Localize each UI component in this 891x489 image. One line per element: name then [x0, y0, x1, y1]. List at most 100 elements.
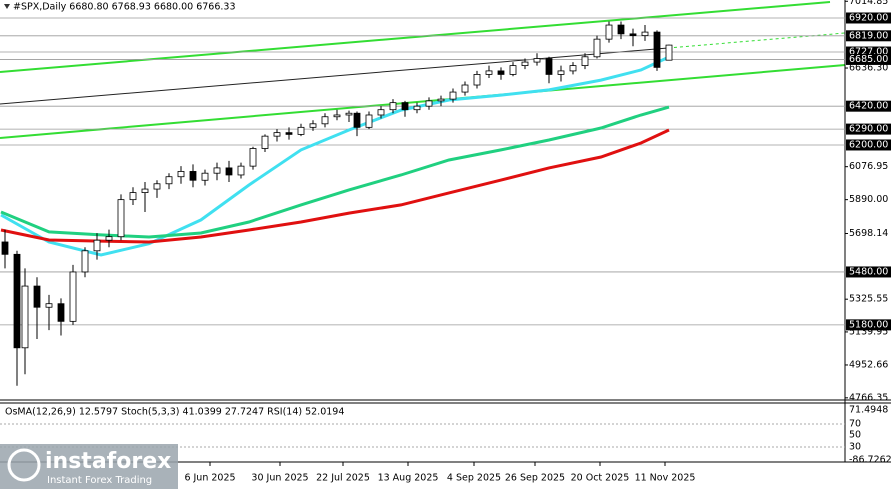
x-tick-label: 11 Nov 2025 — [635, 473, 696, 484]
y-tick-label: 5325.55 — [849, 294, 888, 305]
indicator-axis-label: 50 — [849, 430, 861, 441]
candle-body — [33, 285, 41, 308]
level-label: 6200.00 — [849, 139, 888, 150]
level-box — [846, 53, 891, 65]
candle-body — [401, 102, 409, 111]
candle-body — [237, 165, 245, 176]
level-label: 6685.00 — [849, 54, 888, 65]
candle-body — [297, 126, 305, 135]
candle-body — [273, 132, 281, 137]
x-tick-label: 20 Oct 2025 — [571, 473, 630, 484]
level-box — [846, 12, 891, 24]
level-box — [846, 30, 891, 42]
trendline — [0, 47, 669, 105]
candle-body — [177, 171, 185, 178]
candle-body — [353, 112, 361, 128]
candle-body — [569, 65, 577, 72]
candle-body — [153, 183, 161, 190]
indicator-axis-label: 71.4948 — [849, 405, 888, 416]
level-box — [846, 319, 891, 331]
candle-body — [45, 303, 53, 308]
candle-body — [189, 171, 197, 181]
candle-body — [285, 132, 293, 135]
trendlines — [0, 1, 846, 139]
candle-body — [461, 84, 469, 93]
candle-body — [105, 236, 113, 241]
moving-average — [0, 128, 670, 244]
candle-body — [473, 74, 481, 86]
candle-body — [1, 241, 9, 255]
candle-body — [81, 250, 89, 273]
indicator-axis-label: 70 — [849, 419, 861, 430]
x-tick-label: 30 Jun 2025 — [251, 473, 308, 484]
watermark-tagline: Instant Forex Trading — [47, 475, 152, 486]
watermark: instaforex Instant Forex Trading — [0, 444, 178, 489]
watermark-brand: instaforex — [45, 449, 171, 474]
candle-body — [333, 114, 341, 118]
candle-body — [617, 24, 625, 35]
y-tick-label: 5698.14 — [849, 228, 888, 239]
level-label: 5180.00 — [849, 319, 888, 330]
candle-body — [593, 38, 601, 58]
level-label: 6727.00 — [849, 47, 888, 58]
y-tick-label: 6076.95 — [849, 161, 888, 172]
level-label: 6420.00 — [849, 101, 888, 112]
candle-body — [141, 188, 149, 193]
moving-average — [0, 55, 670, 257]
y-tick-label: 4952.66 — [849, 359, 888, 370]
candle-body — [497, 70, 505, 75]
y-tick-label: 6636.30 — [849, 63, 888, 74]
candle-body — [665, 44, 673, 61]
candle-body — [13, 253, 21, 349]
y-tick-label: 5139.95 — [849, 326, 888, 337]
x-tick-label: 6 Jun 2025 — [184, 473, 235, 484]
candle-body — [533, 58, 541, 63]
candle-body — [57, 303, 65, 322]
y-tick-label: 7014.85 — [849, 0, 888, 7]
indicator-legend: OsMA(12,26,9) 12.5797 Stoch(5,3,3) 41.03… — [5, 407, 344, 418]
chart-title: #SPX,Daily 6680.80 6768.93 6680.00 6766.… — [13, 2, 236, 13]
x-tick-label: 13 Aug 2025 — [378, 473, 439, 484]
candle-body — [605, 24, 613, 40]
candle-body — [129, 192, 137, 201]
candle-body — [425, 100, 433, 107]
level-label: 6290.00 — [849, 124, 888, 135]
candle-body — [213, 167, 221, 174]
candle-body — [377, 109, 385, 116]
x-tick-label: 22 Jul 2025 — [316, 473, 370, 484]
candle-body — [321, 116, 329, 125]
candle-body — [69, 271, 77, 322]
level-box — [846, 123, 891, 135]
candle-body — [93, 239, 101, 252]
candle-body — [309, 123, 317, 128]
candle-body — [249, 148, 257, 167]
moving-average — [0, 105, 670, 239]
candle-body — [225, 167, 233, 176]
symbol-icon — [4, 4, 10, 9]
candle-body — [413, 105, 421, 111]
trendline — [0, 64, 846, 139]
candle-body — [521, 61, 529, 67]
level-box — [846, 139, 891, 151]
level-label: 6819.00 — [849, 30, 888, 41]
candle-body — [261, 135, 269, 149]
level-box — [846, 100, 891, 112]
candle-body — [653, 31, 661, 68]
candle-body — [485, 70, 493, 75]
x-tick-label: 4 Sep 2025 — [447, 473, 501, 484]
indicator-axis-label: 30 — [849, 442, 861, 453]
candle-body — [117, 199, 125, 238]
candle-body — [365, 114, 373, 128]
candle-body — [581, 56, 589, 67]
candle-body — [165, 176, 173, 185]
trendline — [0, 1, 831, 73]
candle-body — [201, 172, 209, 181]
candle-body — [345, 112, 353, 116]
candle-body — [509, 65, 517, 75]
candle-body — [21, 285, 29, 349]
watermark-logo — [7, 448, 41, 482]
indicator-axis-label: -86.7262 — [849, 455, 891, 466]
candle-body — [557, 70, 565, 75]
